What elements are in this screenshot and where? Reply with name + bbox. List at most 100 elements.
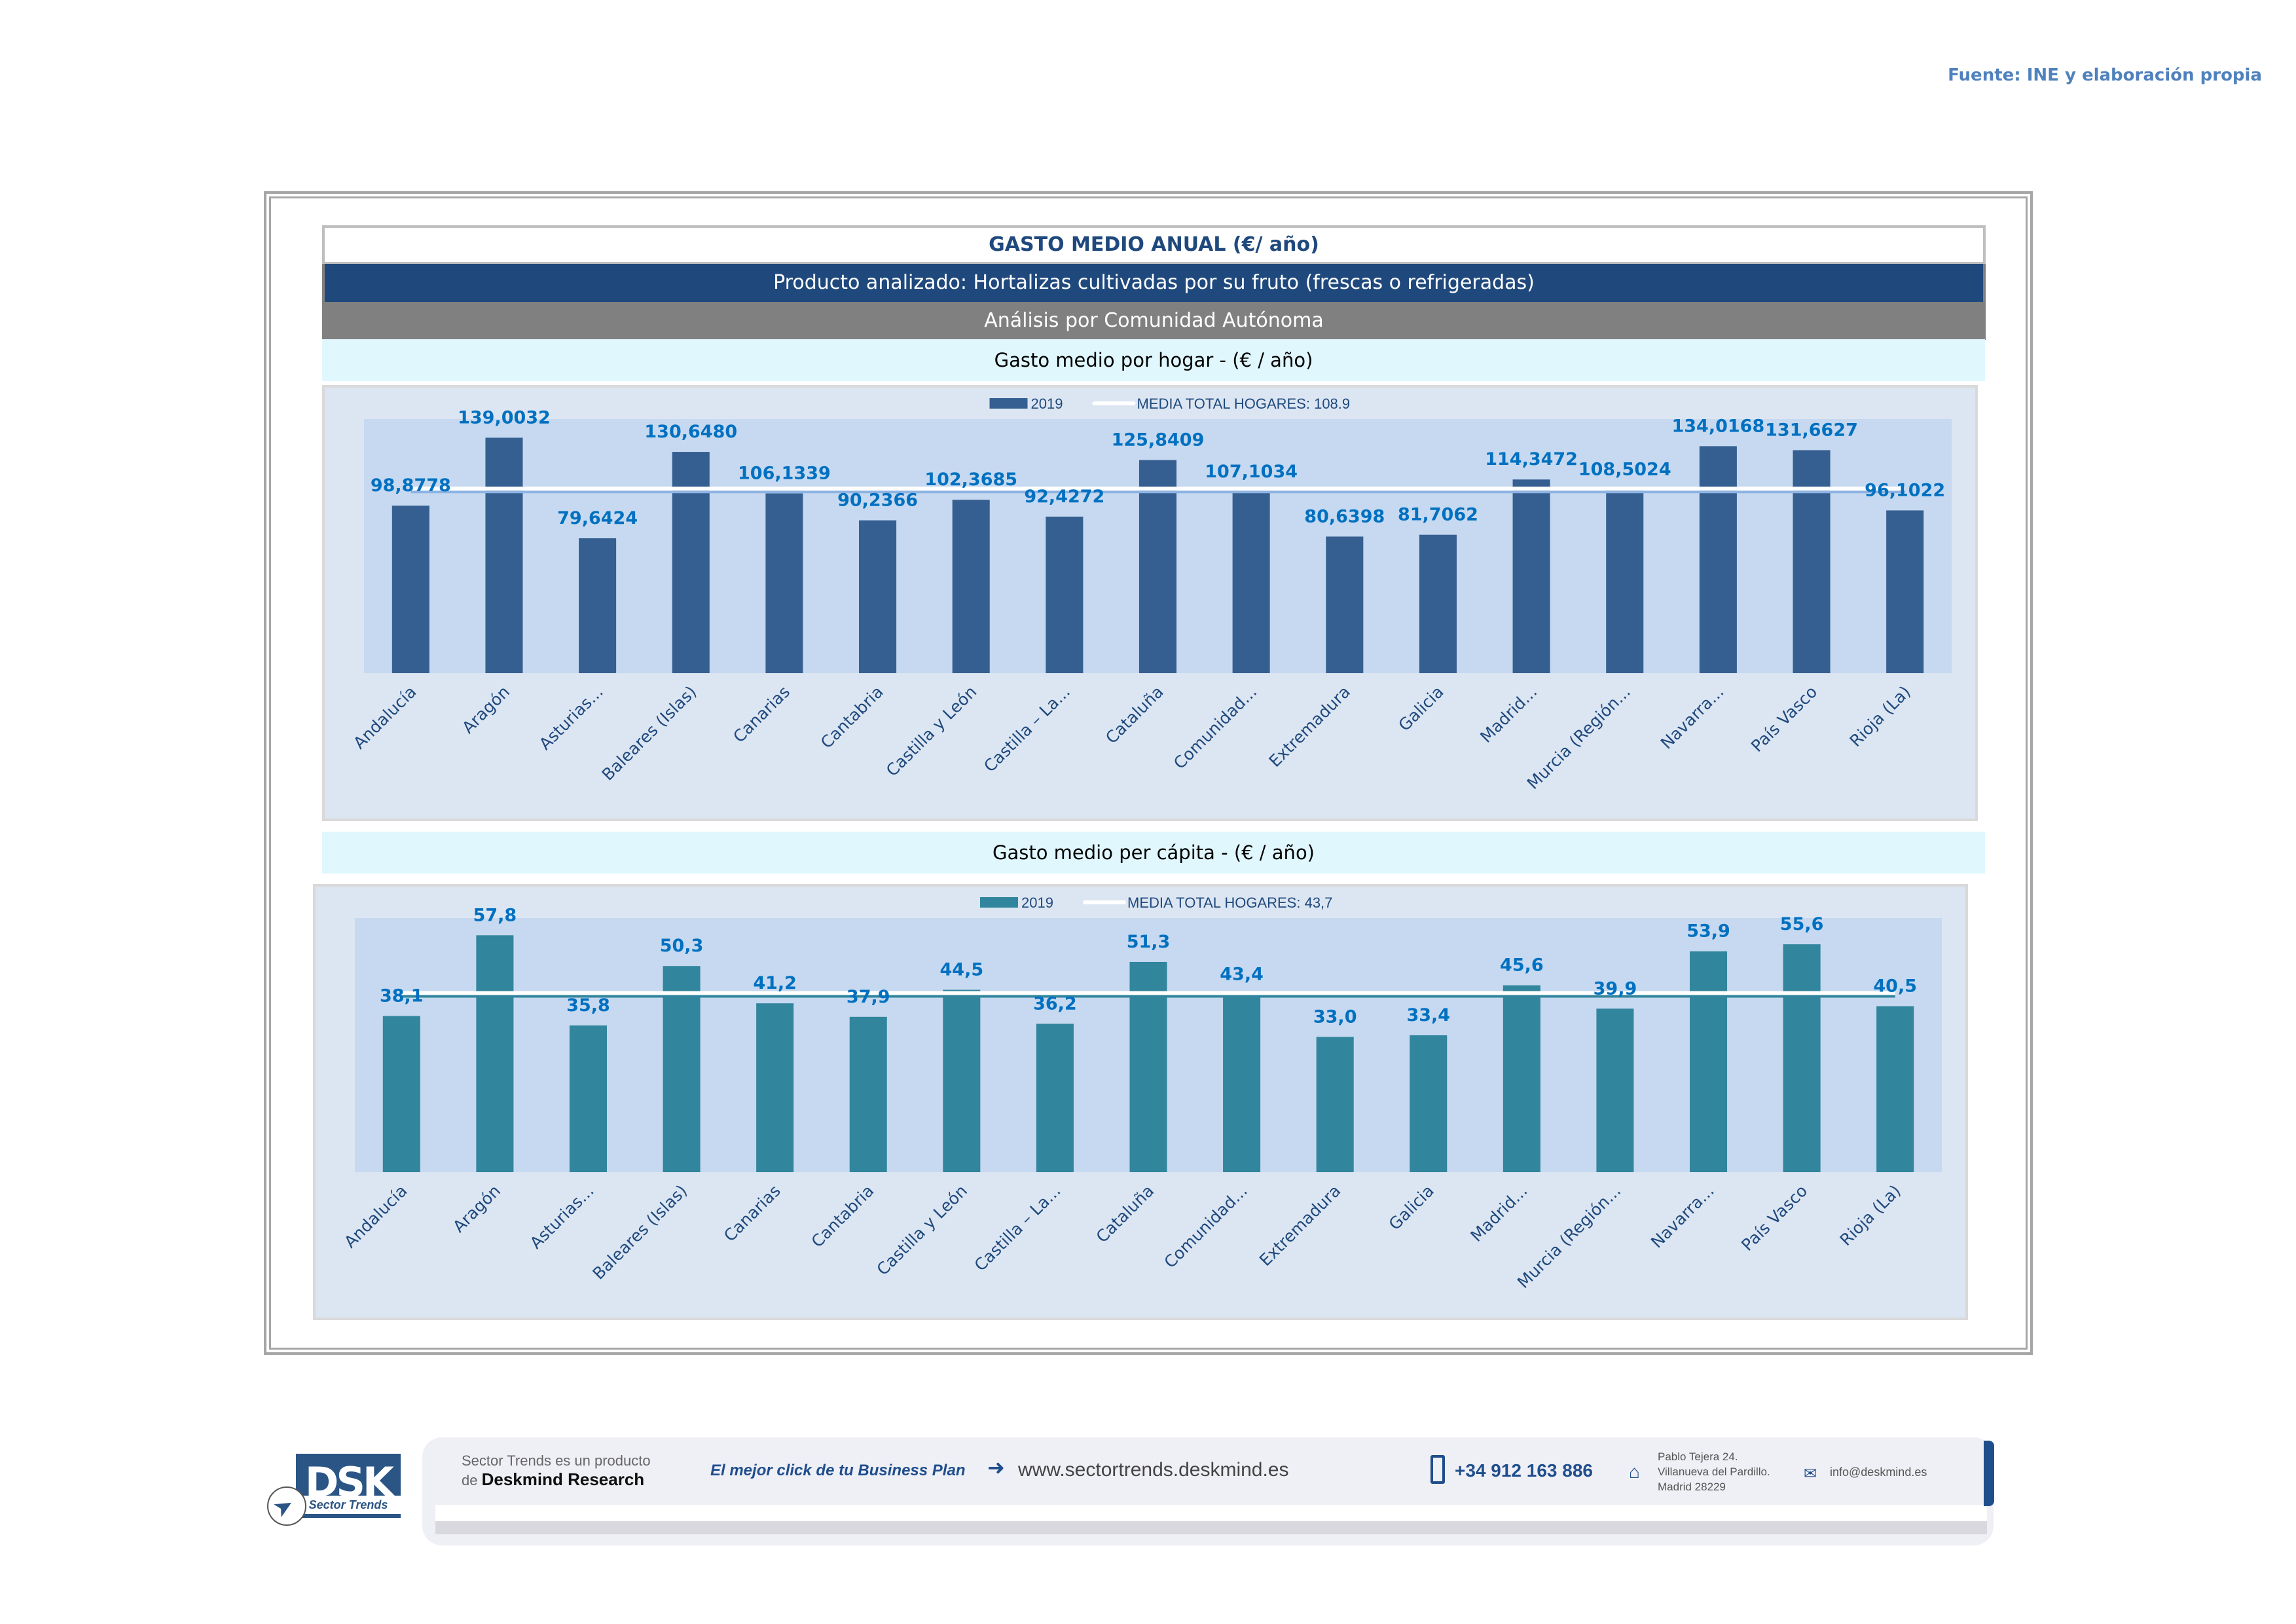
category-label-8: Castilla – La...	[971, 1181, 1065, 1275]
data-label-1: 98,8778	[371, 475, 451, 496]
bar-14	[1596, 1008, 1634, 1172]
category-label-9: Cataluña	[1093, 1181, 1158, 1247]
data-label-2: 57,8	[473, 905, 517, 925]
bar-6	[849, 1016, 887, 1172]
source-note: Fuente: INE y elaboración propia	[1948, 65, 2262, 85]
category-label-2: Aragón	[458, 682, 513, 737]
web-link-icon: ➜	[987, 1456, 1005, 1479]
category-label-1: Andalucía	[350, 682, 420, 752]
bar-16	[1793, 450, 1831, 673]
chart-per-capita: 2019 MEDIA TOTAL HOGARES: 43,7 38,1 57,8 35,…	[313, 884, 1968, 1320]
category-label-4: Baleares (Islas)	[589, 1181, 691, 1283]
bar-5	[756, 1003, 794, 1172]
category-label-7: Castilla y León	[883, 682, 981, 781]
page-frame-inner	[269, 196, 2028, 1350]
footer-phone[interactable]: +34 912 163 886	[1455, 1460, 1593, 1481]
data-label-17: 40,5	[1873, 976, 1917, 997]
category-label-8: Castilla – La...	[980, 682, 1074, 776]
bar-10	[1223, 994, 1261, 1172]
chart-1-title: Gasto medio por hogar - (€ / año)	[322, 339, 1985, 381]
category-label-14: Murcia (Región...	[1514, 1181, 1624, 1292]
page-frame	[264, 191, 2033, 1355]
category-label-12: Galicia	[1385, 1181, 1438, 1234]
bar-1	[382, 1016, 420, 1172]
data-label-2: 139,0032	[458, 407, 551, 428]
legend-label-media: MEDIA TOTAL HOGARES: 43,7	[1127, 895, 1332, 911]
category-label-7: Castilla y León	[873, 1181, 972, 1280]
data-label-4: 50,3	[660, 936, 704, 956]
category-label-1: Andalucía	[340, 1181, 410, 1251]
category-label-5: Canarias	[720, 1181, 784, 1246]
category-label-9: Cataluña	[1102, 682, 1167, 748]
bar-8	[1046, 516, 1084, 673]
data-label-12: 33,4	[1406, 1005, 1450, 1025]
category-label-13: Madrid...	[1467, 1181, 1531, 1246]
bar-14	[1606, 489, 1644, 673]
data-label-17: 96,1022	[1865, 480, 1945, 500]
data-label-3: 35,8	[566, 995, 610, 1016]
data-label-5: 106,1339	[738, 463, 831, 483]
chart-household: 2019 MEDIA TOTAL HOGARES: 108.9 98,8778 139…	[322, 385, 1978, 821]
bar-2	[485, 437, 523, 673]
category-label-10: Comunidad...	[1160, 1181, 1250, 1272]
category-label-17: Rioja (La)	[1846, 682, 1914, 750]
bar-4	[672, 452, 710, 673]
category-label-11: Extremadura	[1266, 682, 1354, 771]
bar-15	[1699, 446, 1737, 673]
bar-11	[1326, 536, 1364, 673]
bar-12	[1419, 534, 1457, 673]
data-label-6: 90,2366	[837, 490, 918, 511]
category-label-15: Navarra...	[1647, 1181, 1718, 1252]
footer-banner-strip	[435, 1505, 1987, 1521]
report-title: GASTO MEDIO ANUAL (€/ año)	[322, 225, 1986, 265]
address-line-1: Pablo Tejera 24.	[1658, 1450, 1738, 1463]
data-label-13: 114,3472	[1485, 449, 1578, 470]
bar-12	[1410, 1035, 1448, 1172]
address-line-3: Madrid 28229	[1658, 1481, 1726, 1493]
bar-13	[1503, 985, 1540, 1172]
bar-2	[476, 935, 514, 1172]
bar-9	[1139, 460, 1177, 673]
data-label-11: 80,6398	[1304, 506, 1385, 526]
category-label-17: Rioja (La)	[1836, 1181, 1904, 1249]
footer-slogan: El mejor click de tu Business Plan	[710, 1462, 966, 1479]
chart-2-title: Gasto medio per cápita - (€ / año)	[322, 832, 1985, 874]
bar-8	[1036, 1024, 1074, 1172]
bar-3	[579, 538, 617, 673]
category-label-16: País Vasco	[1738, 1181, 1811, 1255]
home-icon: ⌂	[1629, 1462, 1640, 1482]
bar-10	[1232, 491, 1270, 673]
footer-brand-line: de Deskmind Research	[462, 1469, 644, 1490]
footer-website-link[interactable]: www.sectortrends.deskmind.es	[1018, 1459, 1289, 1481]
legend-swatch-2019	[989, 398, 1028, 409]
chart-2-svg: 2019 MEDIA TOTAL HOGARES: 43,7 38,1 57,8 35,…	[340, 895, 1942, 1292]
footer-address: Pablo Tejera 24. Villanueva del Pardillo…	[1658, 1449, 1770, 1494]
address-line-2: Villanueva del Pardillo.	[1658, 1466, 1770, 1478]
category-label-11: Extremadura	[1256, 1181, 1344, 1270]
footer-product-line: Sector Trends es un producto	[462, 1452, 651, 1469]
data-label-16: 55,6	[1780, 914, 1824, 934]
data-label-5: 41,2	[753, 973, 797, 993]
legend-swatch-2019	[980, 897, 1018, 908]
data-label-6: 37,9	[847, 987, 890, 1007]
bar-7	[943, 989, 981, 1172]
data-label-15: 53,9	[1686, 921, 1730, 942]
category-label-14: Murcia (Región...	[1523, 682, 1634, 793]
chart-1-svg: 2019 MEDIA TOTAL HOGARES: 108.9 98,8778 139…	[350, 396, 1952, 793]
category-label-3: Asturias...	[536, 682, 607, 754]
data-label-7: 44,5	[940, 960, 984, 980]
data-label-14: 108,5024	[1578, 459, 1671, 479]
category-label-3: Asturias...	[526, 1181, 598, 1253]
category-label-12: Galicia	[1394, 682, 1447, 735]
category-label-5: Canarias	[729, 682, 793, 747]
category-label-4: Baleares (Islas)	[598, 682, 701, 784]
legend-label-media: MEDIA TOTAL HOGARES: 108.9	[1137, 396, 1351, 412]
footer-brand-prefix: de	[462, 1472, 482, 1488]
logo-subtitle: Sector Trends	[296, 1496, 401, 1518]
bar-17	[1886, 510, 1924, 673]
footer-email-link[interactable]: info@deskmind.es	[1830, 1466, 1927, 1479]
data-label-12: 81,7062	[1398, 505, 1478, 525]
legend-label-2019: 2019	[1021, 895, 1053, 911]
data-label-4: 130,6480	[644, 422, 737, 442]
data-label-16: 131,6627	[1765, 420, 1858, 440]
